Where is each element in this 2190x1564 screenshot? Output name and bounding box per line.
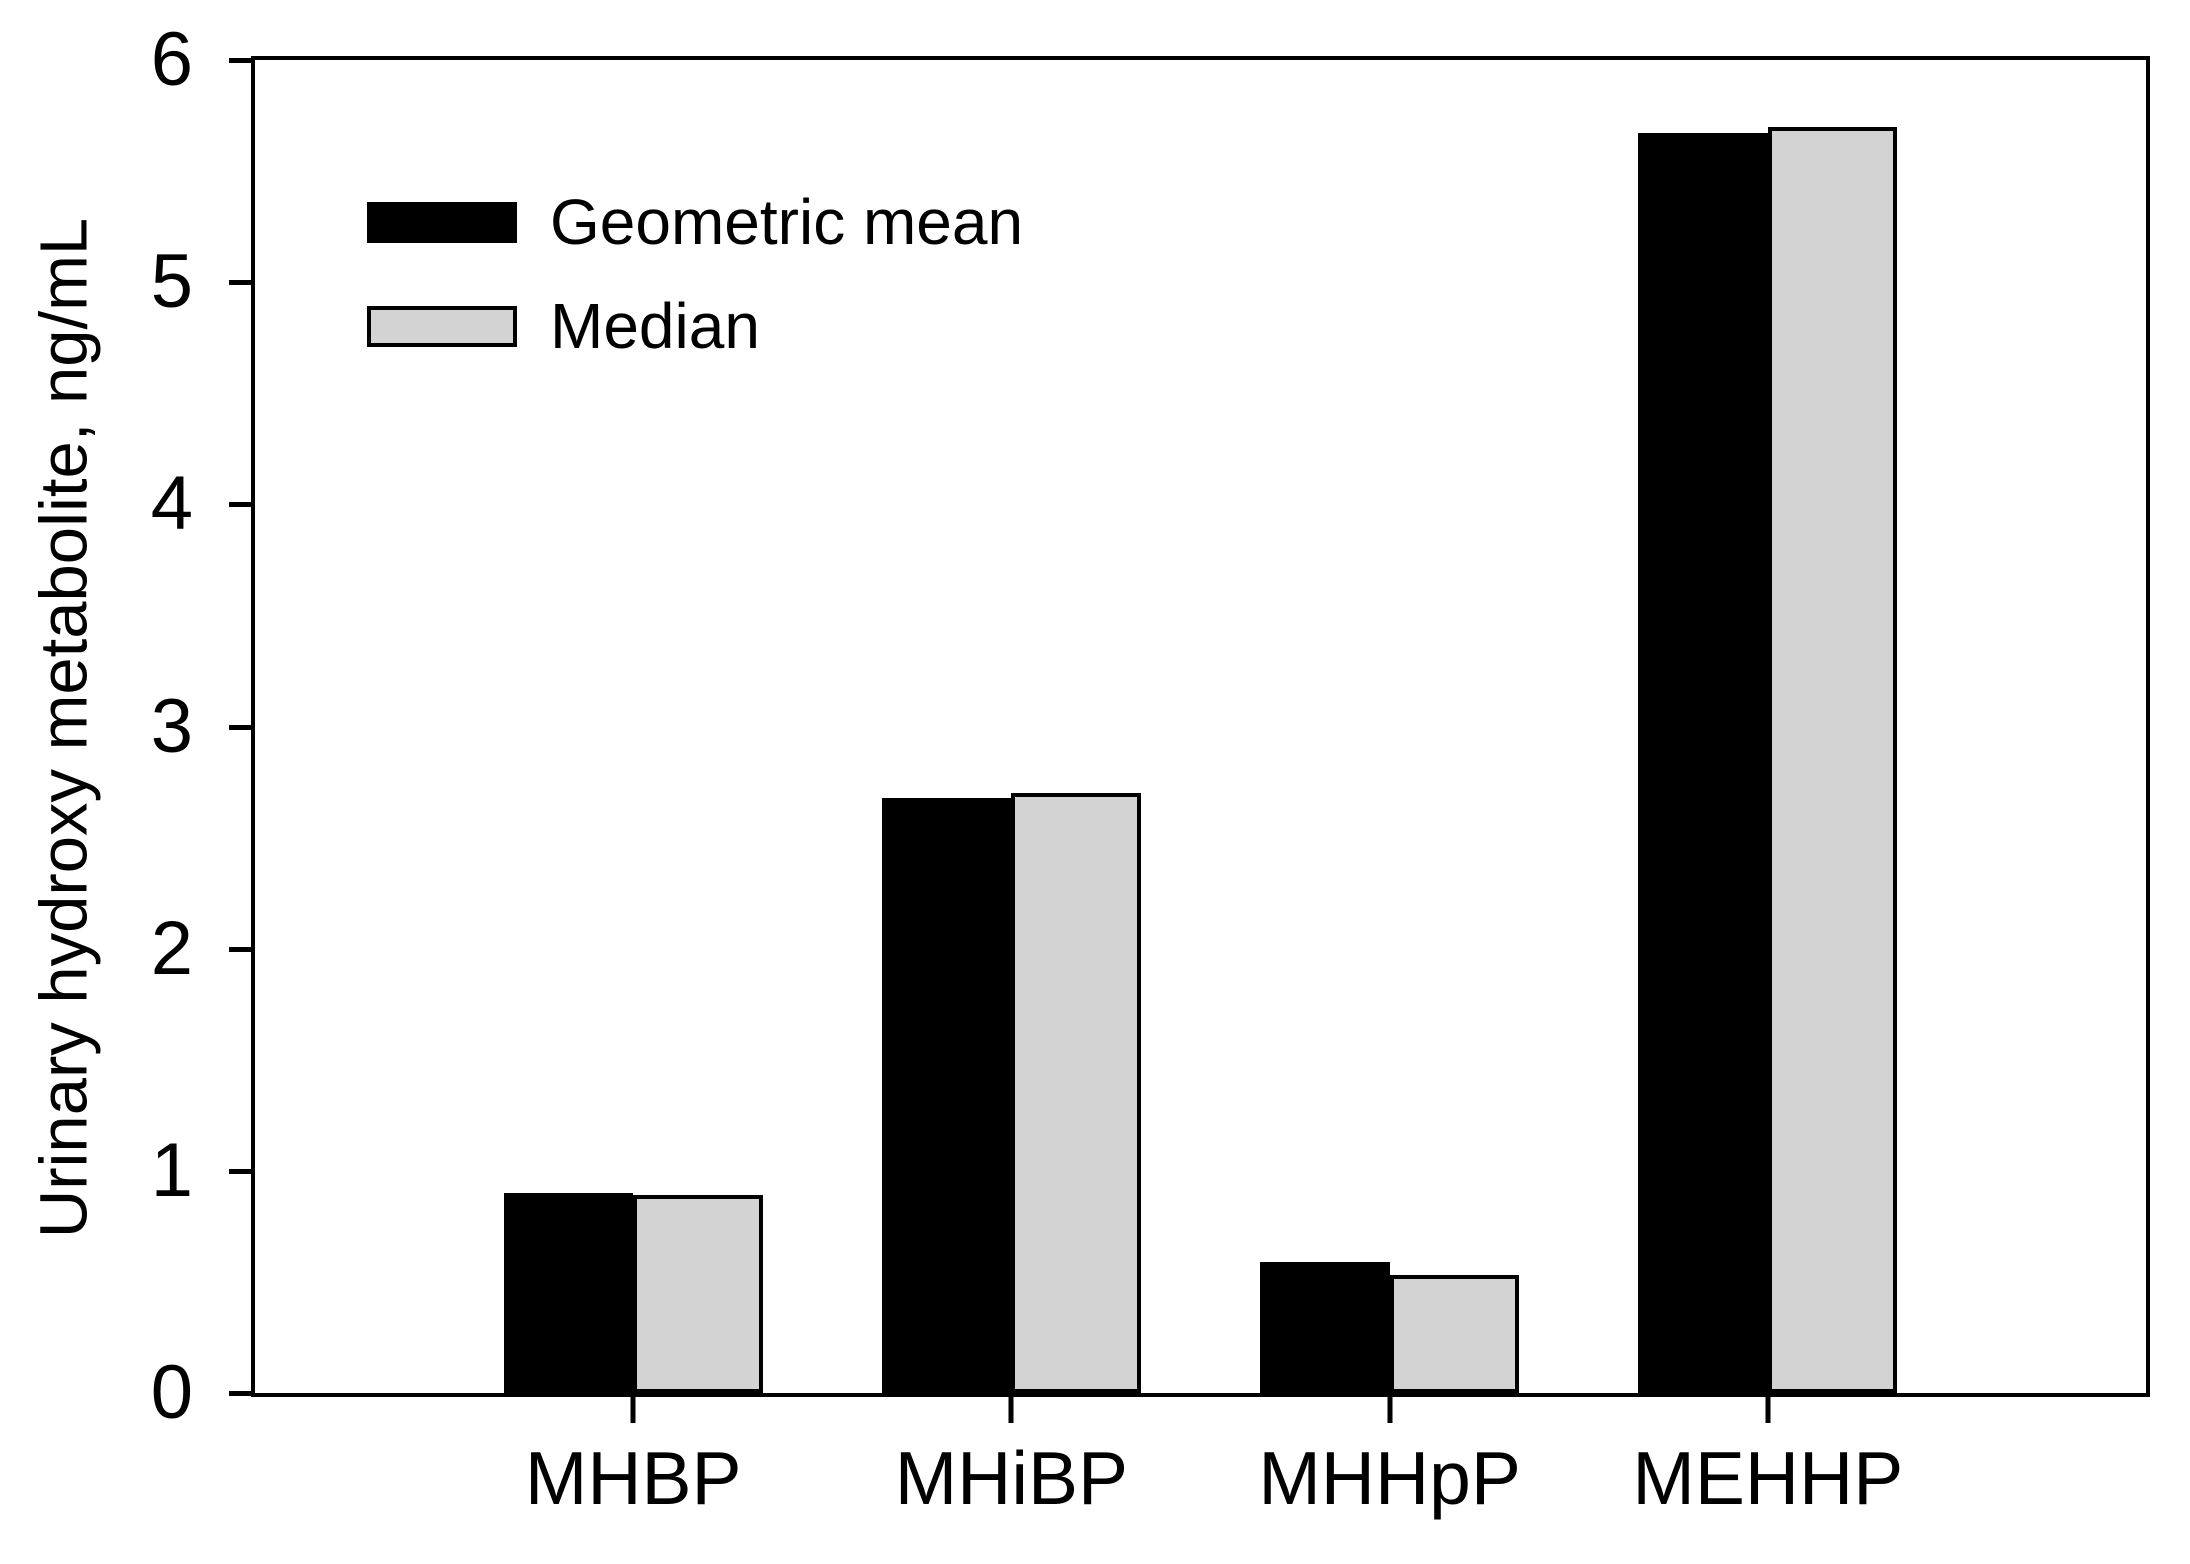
y-tick-label-3: 3 [150, 683, 193, 769]
y-tick-label-4: 4 [150, 461, 193, 547]
y-tick-4 [229, 502, 251, 508]
x-tick-label-MEHHP: MEHHP [1632, 1436, 1904, 1520]
bar-geometric-mean-MEHHP [1638, 133, 1768, 1393]
x-tick-MHHpP [1387, 1397, 1393, 1423]
legend: Geometric mean Median [367, 190, 1023, 358]
bar-geometric-mean-MHBP [503, 1193, 634, 1393]
bar-geometric-mean-MHiBP [882, 797, 1012, 1393]
x-tick-MEHHP [1765, 1397, 1771, 1423]
y-tick-label-1: 1 [150, 1127, 193, 1213]
bar-median-MHiBP [1011, 793, 1141, 1393]
y-tick-label-6: 6 [150, 17, 193, 102]
legend-swatch-geometric-mean [367, 201, 517, 243]
y-tick-5 [229, 280, 251, 286]
bar-median-MEHHP [1767, 126, 1898, 1393]
y-tick-0 [229, 1391, 251, 1396]
y-tick-label-0: 0 [150, 1350, 193, 1435]
x-tick-MHBP [630, 1397, 636, 1423]
legend-label-geometric-mean: Geometric mean [550, 186, 1024, 258]
bar-median-MHBP [633, 1195, 763, 1393]
x-tick-label-MHHpP: MHHpP [1258, 1436, 1521, 1520]
y-tick-label-2: 2 [150, 905, 193, 991]
legend-row-geometric-mean: Geometric mean [367, 190, 1023, 254]
y-axis-label: Urinary hydroxy metabolite, ng/mL [26, 217, 102, 1239]
y-tick-3 [229, 724, 251, 730]
bar-geometric-mean-MHHpP [1260, 1261, 1390, 1393]
y-tick-6 [229, 58, 251, 63]
x-tick-label-MHBP: MHBP [524, 1436, 742, 1520]
y-tick-1 [229, 1168, 251, 1174]
y-tick-label-5: 5 [150, 239, 193, 325]
x-tick-MHiBP [1008, 1397, 1014, 1423]
legend-row-median: Median [367, 294, 1023, 358]
y-tick-2 [229, 946, 251, 952]
plot-area: Geometric mean Median 0 1 2 3 4 5 6 MHBP MHiBP MHH… [151, 22, 2150, 1516]
legend-label-median: Median [550, 290, 760, 362]
legend-swatch-median [367, 305, 517, 347]
bar-median-MHHpP [1389, 1275, 1519, 1393]
x-tick-label-MHiBP: MHiBP [894, 1436, 1129, 1520]
